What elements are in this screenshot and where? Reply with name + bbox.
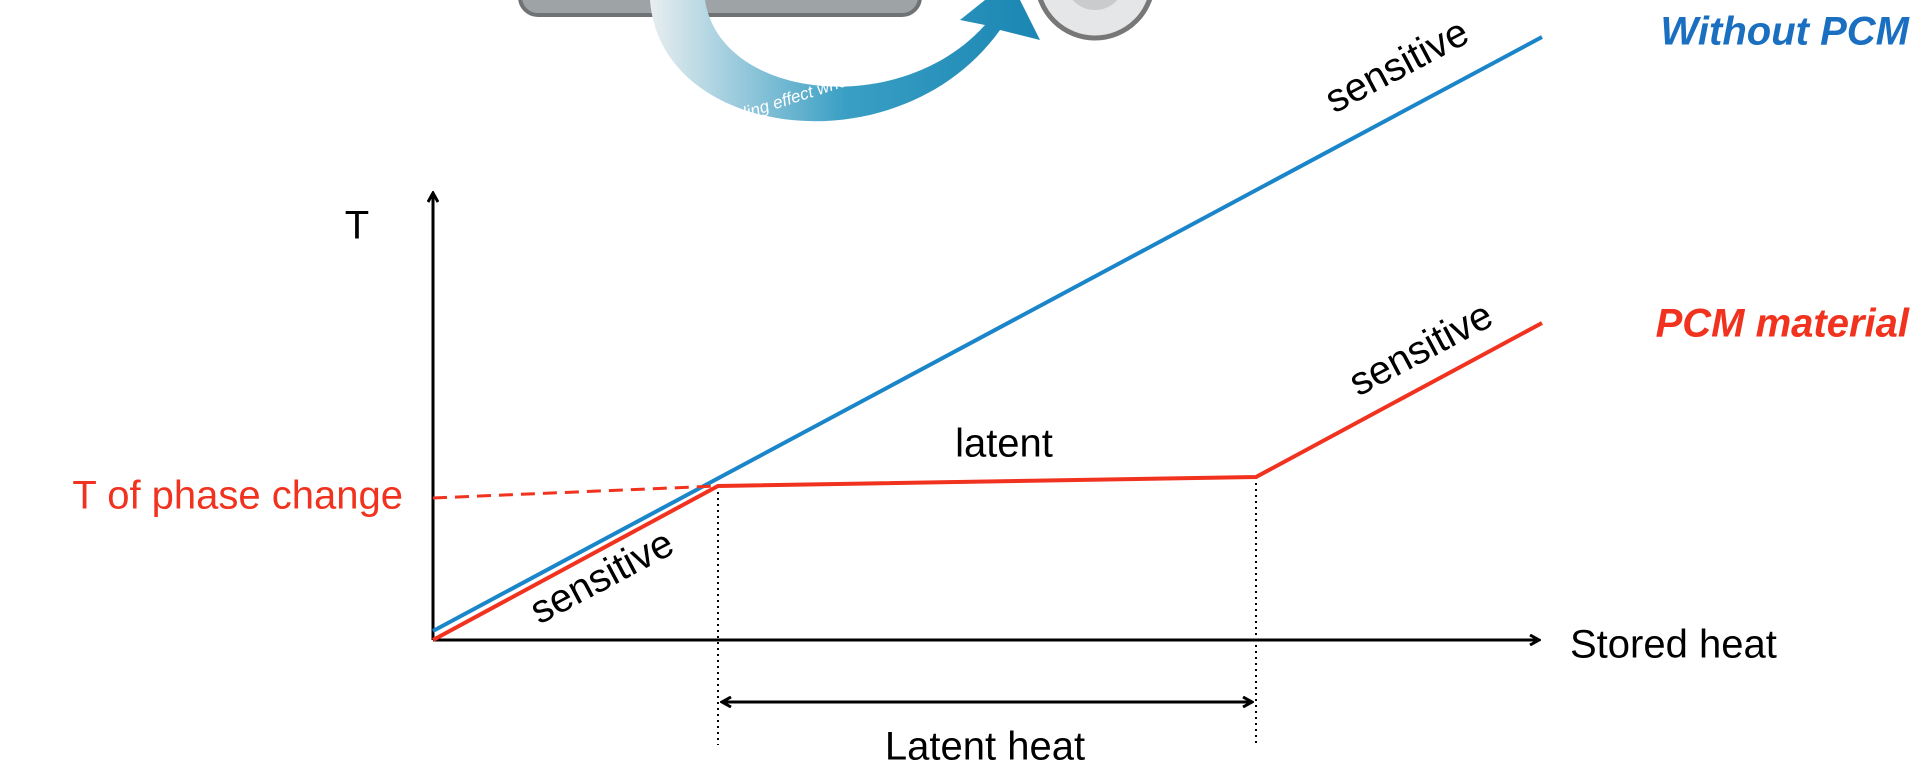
sensitive-label: sensitive — [1318, 10, 1476, 122]
latent-heat-label: Latent heat — [885, 725, 1085, 768]
pcm-line — [432, 321, 1543, 642]
graphic-bar — [518, 0, 922, 17]
without-pcm-line — [432, 35, 1543, 633]
graphic-wheel — [1037, 0, 1153, 41]
graphic-arrow — [650, 0, 1040, 122]
x-axis-label: Stored heat — [1570, 623, 1777, 667]
y-axis-label: T — [345, 204, 369, 248]
phase-change-dash — [432, 484, 719, 500]
graphic-hub — [1072, 0, 1118, 10]
legend-without-pcm: Without PCM — [1661, 10, 1911, 54]
legend-pcm-material: PCM material — [1656, 302, 1910, 346]
phase-change-label: T of phase change — [72, 474, 403, 518]
cooling-graphic: Cooling effect when body is warm — [518, 0, 1153, 132]
latent-label: latent — [955, 422, 1053, 466]
